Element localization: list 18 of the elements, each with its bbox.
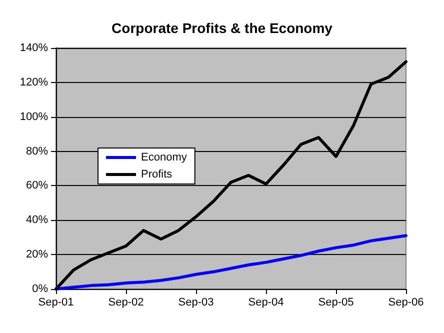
x-tick-label: Sep-01 [38, 296, 74, 308]
x-tick-label: Sep-05 [318, 296, 354, 308]
y-tick-label: 20% [26, 248, 48, 261]
y-tick-label: 100% [20, 110, 48, 123]
y-tick-label: 80% [26, 145, 48, 158]
x-tick-label: Sep-04 [248, 296, 284, 308]
x-tick-label: Sep-02 [108, 296, 144, 308]
legend-label: Economy [141, 152, 188, 164]
chart-title: Corporate Profits & the Economy [112, 20, 333, 36]
y-tick-label: 140% [20, 42, 48, 54]
y-tick-label: 0% [32, 283, 48, 295]
x-tick-label: Sep-03 [178, 296, 214, 308]
y-tick-label: 120% [20, 76, 48, 88]
x-tick-label: Sep-06 [388, 296, 424, 308]
line-series [54, 234, 408, 290]
legend-label: Profits [141, 168, 173, 180]
y-tick-label: 40% [26, 214, 48, 226]
y-tick-label: 60% [26, 180, 48, 192]
